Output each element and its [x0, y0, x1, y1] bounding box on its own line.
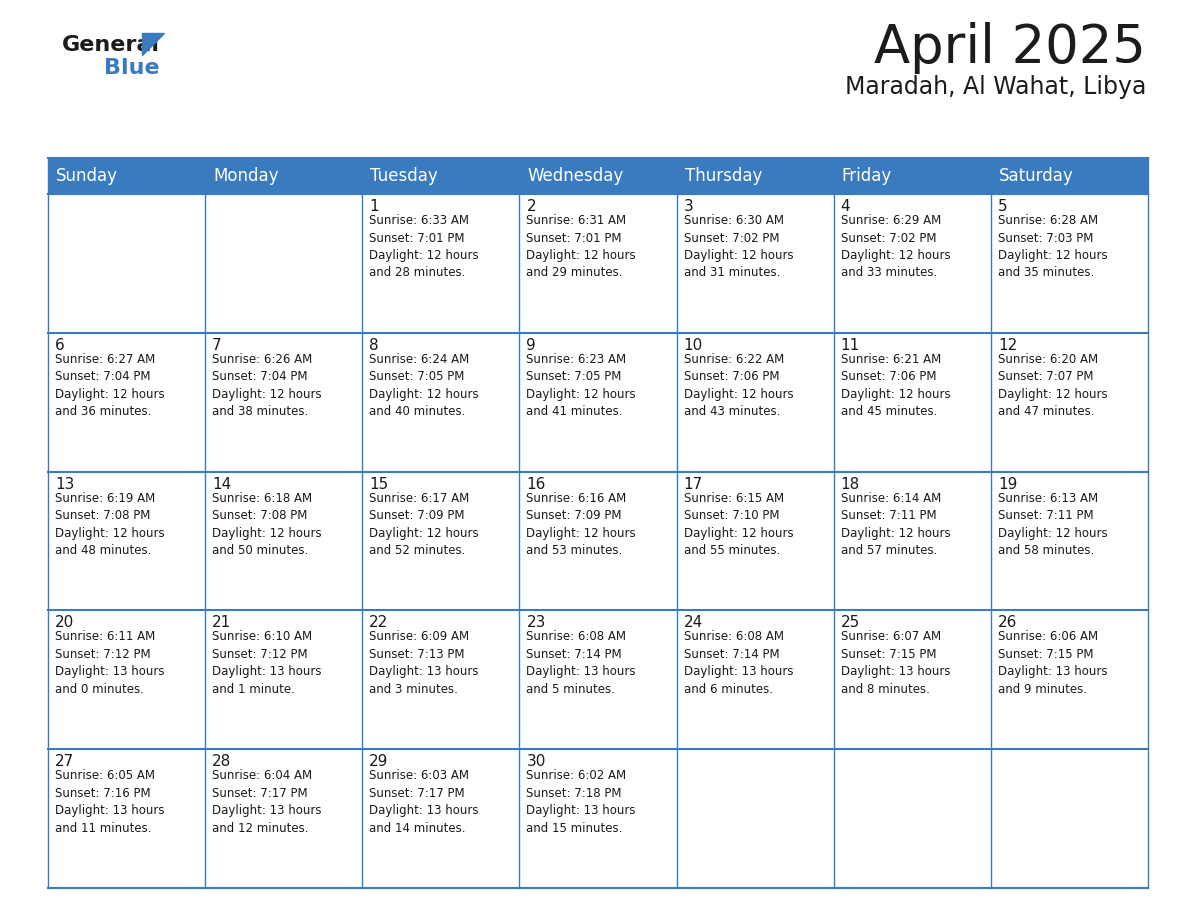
- Text: Sunrise: 6:15 AM
Sunset: 7:10 PM
Daylight: 12 hours
and 55 minutes.: Sunrise: 6:15 AM Sunset: 7:10 PM Dayligh…: [683, 492, 794, 557]
- Text: 14: 14: [213, 476, 232, 492]
- Text: Sunrise: 6:11 AM
Sunset: 7:12 PM
Daylight: 13 hours
and 0 minutes.: Sunrise: 6:11 AM Sunset: 7:12 PM Dayligh…: [55, 631, 164, 696]
- Text: Tuesday: Tuesday: [371, 167, 438, 185]
- Text: Friday: Friday: [842, 167, 892, 185]
- Text: 23: 23: [526, 615, 545, 631]
- Text: Sunrise: 6:22 AM
Sunset: 7:06 PM
Daylight: 12 hours
and 43 minutes.: Sunrise: 6:22 AM Sunset: 7:06 PM Dayligh…: [683, 353, 794, 419]
- Text: Sunrise: 6:33 AM
Sunset: 7:01 PM
Daylight: 12 hours
and 28 minutes.: Sunrise: 6:33 AM Sunset: 7:01 PM Dayligh…: [369, 214, 479, 279]
- Text: Sunrise: 6:10 AM
Sunset: 7:12 PM
Daylight: 13 hours
and 1 minute.: Sunrise: 6:10 AM Sunset: 7:12 PM Dayligh…: [213, 631, 322, 696]
- Bar: [48, 158, 1148, 194]
- Text: Sunrise: 6:30 AM
Sunset: 7:02 PM
Daylight: 12 hours
and 31 minutes.: Sunrise: 6:30 AM Sunset: 7:02 PM Dayligh…: [683, 214, 794, 279]
- Text: Wednesday: Wednesday: [527, 167, 624, 185]
- Text: Sunrise: 6:02 AM
Sunset: 7:18 PM
Daylight: 13 hours
and 15 minutes.: Sunrise: 6:02 AM Sunset: 7:18 PM Dayligh…: [526, 769, 636, 834]
- Text: 6: 6: [55, 338, 65, 353]
- Text: Sunday: Sunday: [56, 167, 118, 185]
- Text: 27: 27: [55, 755, 74, 769]
- Text: Sunrise: 6:14 AM
Sunset: 7:11 PM
Daylight: 12 hours
and 57 minutes.: Sunrise: 6:14 AM Sunset: 7:11 PM Dayligh…: [841, 492, 950, 557]
- Text: Sunrise: 6:06 AM
Sunset: 7:15 PM
Daylight: 13 hours
and 9 minutes.: Sunrise: 6:06 AM Sunset: 7:15 PM Dayligh…: [998, 631, 1107, 696]
- Text: Blue: Blue: [105, 58, 159, 78]
- Polygon shape: [143, 33, 164, 55]
- Text: 9: 9: [526, 338, 536, 353]
- Text: Sunrise: 6:26 AM
Sunset: 7:04 PM
Daylight: 12 hours
and 38 minutes.: Sunrise: 6:26 AM Sunset: 7:04 PM Dayligh…: [213, 353, 322, 419]
- Text: 7: 7: [213, 338, 222, 353]
- Text: Sunrise: 6:08 AM
Sunset: 7:14 PM
Daylight: 13 hours
and 6 minutes.: Sunrise: 6:08 AM Sunset: 7:14 PM Dayligh…: [683, 631, 794, 696]
- Text: 13: 13: [55, 476, 75, 492]
- Text: 1: 1: [369, 199, 379, 214]
- Text: Sunrise: 6:28 AM
Sunset: 7:03 PM
Daylight: 12 hours
and 35 minutes.: Sunrise: 6:28 AM Sunset: 7:03 PM Dayligh…: [998, 214, 1107, 279]
- Text: 21: 21: [213, 615, 232, 631]
- Text: Sunrise: 6:24 AM
Sunset: 7:05 PM
Daylight: 12 hours
and 40 minutes.: Sunrise: 6:24 AM Sunset: 7:05 PM Dayligh…: [369, 353, 479, 419]
- Text: 24: 24: [683, 615, 703, 631]
- Text: Sunrise: 6:27 AM
Sunset: 7:04 PM
Daylight: 12 hours
and 36 minutes.: Sunrise: 6:27 AM Sunset: 7:04 PM Dayligh…: [55, 353, 165, 419]
- Text: 12: 12: [998, 338, 1017, 353]
- Text: 8: 8: [369, 338, 379, 353]
- Text: 17: 17: [683, 476, 703, 492]
- Text: Sunrise: 6:31 AM
Sunset: 7:01 PM
Daylight: 12 hours
and 29 minutes.: Sunrise: 6:31 AM Sunset: 7:01 PM Dayligh…: [526, 214, 636, 279]
- Text: Sunrise: 6:03 AM
Sunset: 7:17 PM
Daylight: 13 hours
and 14 minutes.: Sunrise: 6:03 AM Sunset: 7:17 PM Dayligh…: [369, 769, 479, 834]
- Text: 20: 20: [55, 615, 74, 631]
- Text: Sunrise: 6:23 AM
Sunset: 7:05 PM
Daylight: 12 hours
and 41 minutes.: Sunrise: 6:23 AM Sunset: 7:05 PM Dayligh…: [526, 353, 636, 419]
- Bar: [48, 194, 1148, 888]
- Text: Sunrise: 6:20 AM
Sunset: 7:07 PM
Daylight: 12 hours
and 47 minutes.: Sunrise: 6:20 AM Sunset: 7:07 PM Dayligh…: [998, 353, 1107, 419]
- Text: General: General: [62, 35, 160, 55]
- Text: Sunrise: 6:16 AM
Sunset: 7:09 PM
Daylight: 12 hours
and 53 minutes.: Sunrise: 6:16 AM Sunset: 7:09 PM Dayligh…: [526, 492, 636, 557]
- Text: 4: 4: [841, 199, 851, 214]
- Text: Maradah, Al Wahat, Libya: Maradah, Al Wahat, Libya: [845, 75, 1146, 99]
- Text: Monday: Monday: [213, 167, 279, 185]
- Text: Sunrise: 6:08 AM
Sunset: 7:14 PM
Daylight: 13 hours
and 5 minutes.: Sunrise: 6:08 AM Sunset: 7:14 PM Dayligh…: [526, 631, 636, 696]
- Text: Sunrise: 6:18 AM
Sunset: 7:08 PM
Daylight: 12 hours
and 50 minutes.: Sunrise: 6:18 AM Sunset: 7:08 PM Dayligh…: [213, 492, 322, 557]
- Text: April 2025: April 2025: [874, 22, 1146, 74]
- Text: 11: 11: [841, 338, 860, 353]
- Text: 29: 29: [369, 755, 388, 769]
- Text: Sunrise: 6:13 AM
Sunset: 7:11 PM
Daylight: 12 hours
and 58 minutes.: Sunrise: 6:13 AM Sunset: 7:11 PM Dayligh…: [998, 492, 1107, 557]
- Text: Sunrise: 6:29 AM
Sunset: 7:02 PM
Daylight: 12 hours
and 33 minutes.: Sunrise: 6:29 AM Sunset: 7:02 PM Dayligh…: [841, 214, 950, 279]
- Text: Sunrise: 6:05 AM
Sunset: 7:16 PM
Daylight: 13 hours
and 11 minutes.: Sunrise: 6:05 AM Sunset: 7:16 PM Dayligh…: [55, 769, 164, 834]
- Text: Sunrise: 6:17 AM
Sunset: 7:09 PM
Daylight: 12 hours
and 52 minutes.: Sunrise: 6:17 AM Sunset: 7:09 PM Dayligh…: [369, 492, 479, 557]
- Text: 10: 10: [683, 338, 703, 353]
- Text: 28: 28: [213, 755, 232, 769]
- Text: 26: 26: [998, 615, 1017, 631]
- Text: Sunrise: 6:09 AM
Sunset: 7:13 PM
Daylight: 13 hours
and 3 minutes.: Sunrise: 6:09 AM Sunset: 7:13 PM Dayligh…: [369, 631, 479, 696]
- Text: 19: 19: [998, 476, 1017, 492]
- Text: Sunrise: 6:04 AM
Sunset: 7:17 PM
Daylight: 13 hours
and 12 minutes.: Sunrise: 6:04 AM Sunset: 7:17 PM Dayligh…: [213, 769, 322, 834]
- Text: Thursday: Thursday: [684, 167, 762, 185]
- Text: 22: 22: [369, 615, 388, 631]
- Text: Saturday: Saturday: [999, 167, 1074, 185]
- Text: Sunrise: 6:19 AM
Sunset: 7:08 PM
Daylight: 12 hours
and 48 minutes.: Sunrise: 6:19 AM Sunset: 7:08 PM Dayligh…: [55, 492, 165, 557]
- Text: Sunrise: 6:07 AM
Sunset: 7:15 PM
Daylight: 13 hours
and 8 minutes.: Sunrise: 6:07 AM Sunset: 7:15 PM Dayligh…: [841, 631, 950, 696]
- Text: 5: 5: [998, 199, 1007, 214]
- Text: 18: 18: [841, 476, 860, 492]
- Text: 3: 3: [683, 199, 694, 214]
- Text: Sunrise: 6:21 AM
Sunset: 7:06 PM
Daylight: 12 hours
and 45 minutes.: Sunrise: 6:21 AM Sunset: 7:06 PM Dayligh…: [841, 353, 950, 419]
- Text: 2: 2: [526, 199, 536, 214]
- Text: 30: 30: [526, 755, 545, 769]
- Text: 25: 25: [841, 615, 860, 631]
- Text: 15: 15: [369, 476, 388, 492]
- Text: 16: 16: [526, 476, 545, 492]
